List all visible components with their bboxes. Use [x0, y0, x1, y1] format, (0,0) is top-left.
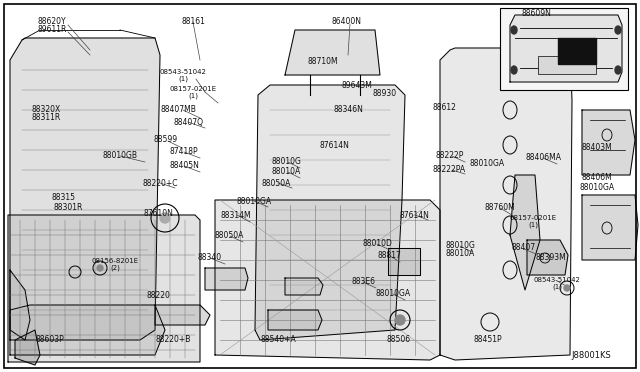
Text: 89643M: 89643M [342, 81, 372, 90]
Ellipse shape [511, 66, 517, 74]
Polygon shape [582, 110, 635, 175]
Text: 88315: 88315 [51, 193, 75, 202]
Text: 88010A: 88010A [271, 167, 301, 176]
Polygon shape [15, 330, 40, 365]
Text: 88506: 88506 [387, 336, 411, 344]
Circle shape [160, 213, 170, 223]
Ellipse shape [615, 26, 621, 34]
Text: 88760M: 88760M [484, 203, 515, 212]
Text: 88314M: 88314M [221, 211, 252, 219]
Polygon shape [10, 305, 165, 355]
Circle shape [395, 315, 405, 325]
Text: 88222P: 88222P [436, 151, 464, 160]
Text: 88010D: 88010D [362, 238, 392, 247]
Text: 88010G: 88010G [271, 157, 301, 167]
Text: 08157-0201E: 08157-0201E [170, 86, 216, 92]
Text: 88010GA: 88010GA [376, 289, 411, 298]
Text: 88405N: 88405N [169, 160, 199, 170]
Text: 88220: 88220 [146, 291, 170, 299]
Text: 88320X: 88320X [31, 105, 61, 113]
Bar [500, 8, 628, 90]
Polygon shape [10, 270, 30, 340]
Text: 88603P: 88603P [36, 336, 65, 344]
Bar [558, 38, 596, 64]
Text: 08543-51042: 08543-51042 [534, 277, 580, 283]
Text: 88010A: 88010A [445, 248, 475, 257]
Text: 88346N: 88346N [333, 106, 363, 115]
Text: (1): (1) [552, 284, 562, 290]
Polygon shape [215, 200, 440, 360]
Ellipse shape [511, 26, 517, 34]
Polygon shape [527, 240, 568, 275]
Text: 87614N: 87614N [399, 211, 429, 219]
Text: 88340: 88340 [198, 253, 222, 263]
Text: 88010GB: 88010GB [102, 151, 138, 160]
Text: 08156-8201E: 08156-8201E [92, 258, 139, 264]
Circle shape [564, 285, 570, 291]
Text: 88301R: 88301R [53, 203, 83, 212]
Polygon shape [388, 248, 420, 275]
Text: 88220+C: 88220+C [142, 179, 178, 187]
Text: 88311R: 88311R [31, 112, 61, 122]
Text: 88407Q: 88407Q [173, 118, 203, 126]
Polygon shape [8, 215, 200, 362]
Text: 88010G: 88010G [445, 241, 475, 250]
Text: 08157-0201E: 08157-0201E [509, 215, 557, 221]
Text: 88930: 88930 [373, 89, 397, 97]
Bar [538, 56, 596, 74]
Text: 87614N: 87614N [319, 141, 349, 150]
Text: (1): (1) [188, 93, 198, 99]
Text: 88050A: 88050A [261, 179, 291, 187]
Text: 88609N: 88609N [521, 10, 551, 19]
Text: (2): (2) [110, 265, 120, 271]
Polygon shape [255, 85, 405, 340]
Polygon shape [510, 175, 540, 290]
Text: 88406M: 88406M [582, 173, 612, 183]
Text: 08543-51042: 08543-51042 [159, 69, 207, 75]
Text: 86400N: 86400N [332, 17, 362, 26]
Text: 87610N: 87610N [143, 208, 173, 218]
Text: 88540+A: 88540+A [260, 336, 296, 344]
Text: 88817: 88817 [377, 251, 401, 260]
Text: 88220+B: 88220+B [156, 336, 191, 344]
Polygon shape [510, 15, 622, 82]
Text: 88010GA: 88010GA [579, 183, 614, 192]
Text: 88599: 88599 [154, 135, 178, 144]
Text: (1): (1) [528, 222, 538, 228]
Text: 88620Y: 88620Y [38, 17, 67, 26]
Text: 88612: 88612 [432, 103, 456, 112]
Text: J88001KS: J88001KS [571, 350, 611, 359]
Text: 88710M: 88710M [308, 58, 339, 67]
Polygon shape [582, 195, 638, 260]
Text: 89611R: 89611R [37, 26, 67, 35]
Text: 88407: 88407 [512, 244, 536, 253]
Circle shape [97, 265, 103, 271]
Text: 88010GA: 88010GA [236, 196, 271, 205]
Text: 88393M: 88393M [536, 253, 566, 263]
Text: 88050A: 88050A [214, 231, 244, 240]
Ellipse shape [615, 66, 621, 74]
Text: 88010GA: 88010GA [469, 158, 504, 167]
Text: 88407MB: 88407MB [160, 105, 196, 113]
Polygon shape [205, 268, 248, 290]
Text: 88406MA: 88406MA [525, 154, 561, 163]
Polygon shape [285, 278, 323, 295]
Polygon shape [285, 30, 380, 75]
Polygon shape [10, 38, 160, 340]
Polygon shape [440, 48, 572, 360]
Polygon shape [155, 305, 210, 325]
Text: 88451P: 88451P [474, 336, 502, 344]
Text: 88161: 88161 [181, 17, 205, 26]
Text: 883E6: 883E6 [351, 278, 375, 286]
Text: 88403M: 88403M [582, 144, 612, 153]
Polygon shape [268, 310, 322, 330]
Text: 87418P: 87418P [170, 147, 198, 155]
Text: (1): (1) [178, 76, 188, 82]
Text: 88222PA: 88222PA [433, 166, 465, 174]
